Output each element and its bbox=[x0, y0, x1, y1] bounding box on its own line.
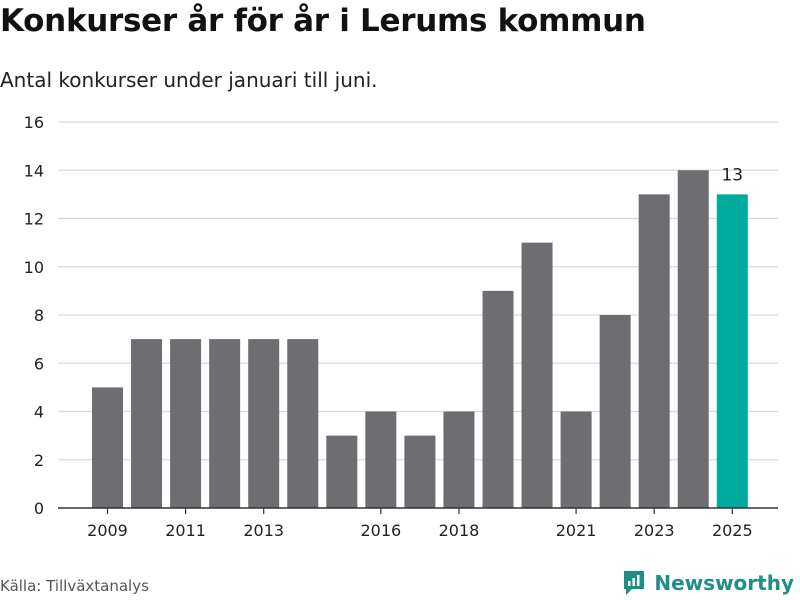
gridlines bbox=[58, 121, 778, 461]
newsworthy-brand[interactable]: Newsworthy bbox=[622, 568, 794, 598]
bar-2013 bbox=[248, 339, 280, 508]
y-tick-label: 8 bbox=[34, 306, 44, 325]
x-tick-label: 2013 bbox=[243, 521, 284, 540]
x-tick-label: 2011 bbox=[165, 521, 206, 540]
bar-2009 bbox=[92, 387, 123, 508]
bar-2025 bbox=[716, 194, 748, 508]
y-tick-label: 10 bbox=[24, 258, 44, 277]
bar-2017 bbox=[404, 435, 436, 508]
y-axis: 0 2 4 6 8 10 12 14 16 bbox=[24, 113, 44, 518]
x-tick-label: 2023 bbox=[634, 521, 675, 540]
y-tick-label: 4 bbox=[34, 403, 44, 422]
bar-2010 bbox=[131, 339, 163, 508]
x-tick-label: 2021 bbox=[556, 521, 597, 540]
chart-title: Konkurser år för år i Lerums kommun bbox=[0, 3, 646, 39]
source-note: Källa: Tillväxtanalys bbox=[0, 577, 149, 595]
y-tick-label: 6 bbox=[34, 354, 44, 373]
y-tick-label: 14 bbox=[24, 161, 44, 180]
newsworthy-logo-icon bbox=[624, 571, 645, 595]
brand-name: Newsworthy bbox=[654, 571, 794, 595]
bars bbox=[92, 170, 748, 508]
y-tick-label: 2 bbox=[34, 451, 44, 470]
bar-2020 bbox=[521, 242, 553, 508]
x-axis: 2009 2011 2013 2016 2018 2021 2023 2025 bbox=[58, 507, 778, 540]
bar-2022 bbox=[599, 315, 631, 508]
data-label-2025: 13 bbox=[721, 165, 743, 185]
x-tick-label: 2018 bbox=[439, 521, 480, 540]
bar-2019 bbox=[482, 290, 514, 508]
x-tick-label: 2025 bbox=[712, 521, 753, 540]
bar-2018 bbox=[443, 411, 475, 508]
bar-2016 bbox=[365, 411, 397, 508]
bar-2024 bbox=[677, 170, 709, 508]
bar-2021 bbox=[560, 411, 592, 508]
y-tick-label: 12 bbox=[24, 210, 44, 229]
y-tick-label: 0 bbox=[34, 499, 44, 518]
bar-2015 bbox=[326, 435, 358, 508]
chart-subtitle: Antal konkurser under januari till juni. bbox=[0, 68, 378, 92]
x-tick-label: 2016 bbox=[360, 521, 401, 540]
data-labels: 13 bbox=[721, 165, 743, 185]
bar-2023 bbox=[638, 194, 670, 508]
y-tick-label: 16 bbox=[24, 113, 44, 132]
bar-2012 bbox=[209, 339, 241, 508]
bar-2014 bbox=[287, 339, 319, 508]
x-tick-label: 2009 bbox=[87, 521, 128, 540]
bar-2011 bbox=[170, 339, 202, 508]
